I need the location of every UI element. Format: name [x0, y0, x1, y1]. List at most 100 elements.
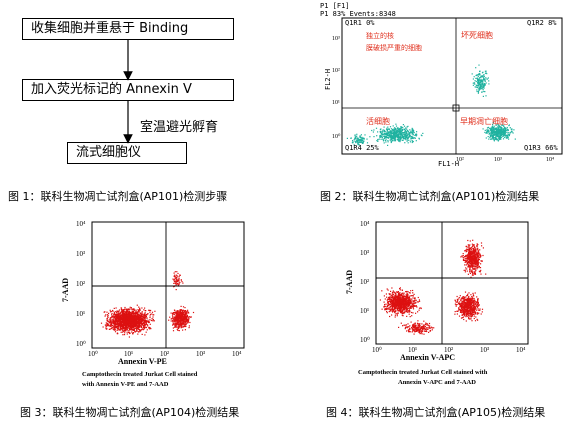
scatter-dot	[178, 313, 180, 315]
scatter-dot	[390, 302, 392, 304]
scatter-dot	[182, 313, 184, 315]
scatter-dot	[397, 294, 399, 296]
scatter-dot	[390, 308, 392, 310]
scatter-dot	[390, 139, 392, 141]
scatter-dot	[403, 131, 405, 134]
scatter-dot	[383, 133, 385, 135]
scatter-dot	[408, 133, 410, 135]
scatter-dot	[392, 125, 394, 127]
scatter-dot	[483, 75, 485, 77]
scatter-dot	[454, 313, 456, 315]
scatter-dot	[379, 135, 381, 137]
scatter-dot	[121, 311, 123, 313]
scatter-dot	[392, 293, 395, 295]
scatter-dot	[110, 325, 112, 327]
scatter-dot	[409, 292, 411, 294]
scatter-dot	[463, 306, 466, 308]
scatter-dot	[171, 314, 174, 316]
scatter-dot	[123, 313, 125, 315]
scatter-dot	[119, 326, 122, 328]
scatter-dot	[120, 314, 122, 316]
scatter-dot	[120, 319, 122, 321]
scatter-dot	[392, 136, 394, 138]
scatter-dot	[130, 311, 132, 314]
scatter-dot	[123, 329, 125, 331]
scatter-dot	[401, 289, 403, 291]
scatter-dot	[111, 328, 113, 330]
scatter-dot	[454, 303, 456, 305]
scatter-dot	[397, 127, 399, 129]
scatter-dot	[388, 293, 391, 295]
scatter-dot	[114, 331, 117, 333]
scatter-dot	[181, 318, 183, 321]
scatter-dot	[403, 306, 405, 308]
scatter-dot	[466, 306, 468, 308]
scatter-dot	[360, 141, 362, 143]
scatter-dot	[403, 292, 405, 294]
scatter-dot	[399, 295, 401, 297]
scatter-dot	[376, 135, 378, 137]
scatter-dot	[131, 317, 133, 319]
scatter-dot	[479, 308, 481, 310]
scatter-dot	[145, 316, 147, 318]
scatter-dot	[356, 139, 358, 141]
scatter-dot	[172, 327, 174, 329]
scatter-dot	[499, 138, 501, 140]
scatter-dot	[130, 327, 133, 330]
scatter-dot	[397, 137, 399, 139]
scatter-dot	[182, 312, 184, 314]
scatter-dot	[502, 124, 504, 126]
scatter-dot	[117, 323, 119, 325]
scatter-dot	[366, 142, 369, 144]
scatter-dot	[175, 278, 177, 280]
scatter-dot	[180, 315, 182, 317]
scatter-dot	[408, 310, 410, 312]
scatter-dot	[398, 134, 400, 136]
scatter-dot	[183, 313, 185, 315]
scatter-dot	[125, 316, 127, 318]
scatter-dot	[402, 135, 404, 138]
scatter-dot	[401, 132, 403, 134]
scatter-dot	[412, 133, 414, 135]
scatter-dot	[116, 324, 118, 326]
scatter-dot	[391, 304, 393, 307]
scatter-dot	[467, 313, 469, 315]
scatter-dot	[177, 322, 179, 324]
scatter-dot	[495, 133, 497, 135]
scatter-dot	[352, 141, 354, 143]
fig2-ytick-0: 10⁰	[332, 133, 341, 140]
fig3-ytick-2: 10²	[76, 280, 85, 288]
fig3-ylabel: 7-AAD	[61, 278, 70, 302]
scatter-dot	[454, 311, 456, 313]
scatter-dot	[137, 315, 139, 317]
scatter-dot	[400, 126, 402, 128]
scatter-dot	[391, 292, 394, 294]
scatter-dot	[471, 296, 473, 298]
scatter-dot	[113, 321, 115, 324]
scatter-dot	[398, 137, 400, 139]
scatter-dot	[477, 92, 479, 94]
scatter-dot	[389, 134, 391, 136]
fig2-ytick-3: 10³	[332, 36, 340, 42]
scatter-dot	[402, 315, 404, 317]
scatter-dot	[387, 141, 389, 143]
scatter-dot	[372, 131, 374, 133]
scatter-dot	[123, 323, 125, 325]
scatter-dot	[133, 316, 135, 318]
scatter-dot	[388, 136, 390, 138]
scatter-dot	[397, 312, 399, 314]
scatter-dot	[386, 137, 388, 139]
scatter-dot	[133, 309, 135, 311]
scatter-dot	[179, 324, 181, 326]
scatter-dot	[403, 307, 405, 309]
scatter-dot	[506, 131, 508, 133]
scatter-dot	[172, 320, 174, 322]
scatter-dot	[474, 303, 476, 305]
scatter-dot	[469, 302, 472, 304]
scatter-dot	[169, 316, 171, 318]
scatter-dot	[185, 311, 187, 314]
scatter-dot	[504, 127, 506, 129]
scatter-dot	[407, 125, 409, 127]
scatter-dot	[470, 299, 472, 301]
scatter-dot	[119, 315, 122, 317]
